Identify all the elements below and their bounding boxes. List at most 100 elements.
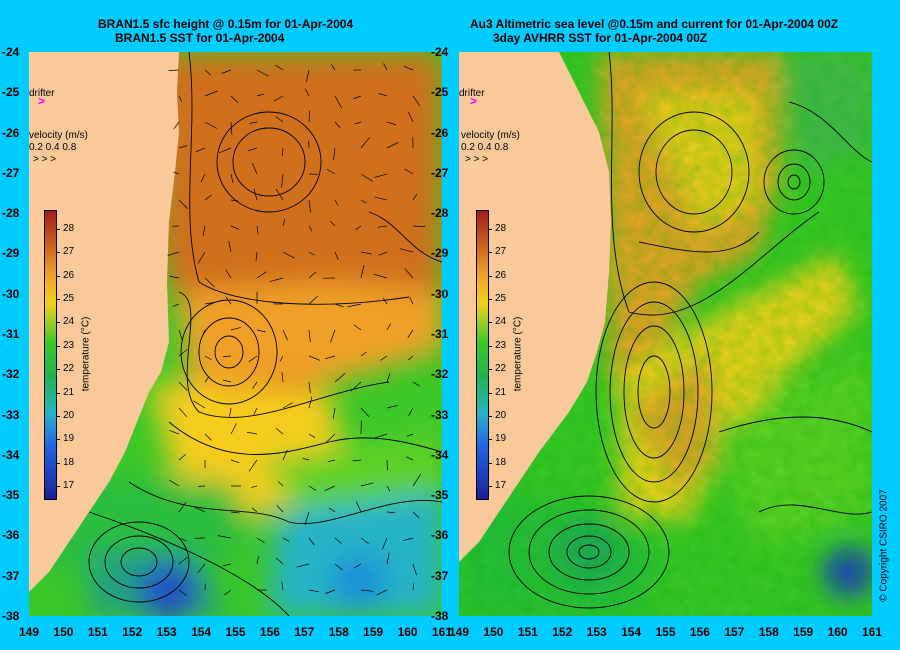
colorbar-tick: 23: [63, 339, 75, 351]
latitude-tick: -36: [2, 528, 20, 543]
colorbar-tick-mark: [56, 462, 60, 464]
latitude-tick: -33: [431, 407, 449, 422]
velocity-arrow: [225, 269, 232, 279]
velocity-arrow: [169, 276, 180, 279]
velocity-arrow: [334, 372, 346, 383]
australia-landmass: [459, 52, 611, 562]
velocity-arrow: [412, 225, 426, 227]
velocity-arrow: [168, 430, 180, 435]
velocity-arrow: [308, 396, 313, 409]
longitude-tick: 150: [53, 625, 74, 639]
velocity-arrow: [230, 95, 239, 103]
velocity-arrow: [252, 381, 258, 389]
longitude-tick: 150: [483, 625, 504, 639]
velocity-arrow: [360, 589, 374, 592]
latitude-tick: -38: [2, 609, 20, 623]
velocity-arrow: [302, 458, 310, 461]
latitude-tick: -28: [2, 206, 20, 221]
velocity-arrow: [353, 95, 362, 99]
latitude-tick: -33: [2, 407, 20, 422]
velocity-arrow: [360, 351, 367, 357]
velocity-arrow: [376, 589, 388, 596]
velocity-arrow: [282, 219, 286, 227]
velocity-arrows-right: > > >: [465, 154, 489, 165]
velocity-arrow: [308, 589, 319, 593]
velocity-arrow: [282, 329, 288, 341]
velocity-arrow: [282, 251, 295, 259]
colorbar-tick: 20: [495, 410, 507, 422]
colorbar-tick: 19: [63, 433, 75, 445]
velocity-arrow: [412, 381, 420, 387]
colorbar-tick-mark: [488, 252, 492, 254]
velocity-arrow: [386, 485, 391, 492]
colorbar-tick: 19: [495, 433, 507, 445]
copyright: © Copyright CSIRO 2007: [878, 489, 890, 602]
velocity-arrow: [308, 199, 311, 213]
velocity-arrow: [331, 64, 336, 71]
longitude-tick: 161: [431, 625, 453, 639]
velocity-arrow: [324, 485, 336, 491]
velocity-arrows: [167, 63, 426, 597]
colorbar-tick-mark: [56, 228, 60, 230]
velocity-arrow: [256, 69, 269, 77]
colorbar-tick-mark: [56, 298, 60, 300]
colorbar-tick: 24: [63, 316, 75, 328]
longitude-tick: 151: [517, 625, 538, 639]
velocity-arrow: [275, 557, 284, 565]
colorbar-tick: 26: [63, 269, 75, 281]
colorbar-label: temperature (°C): [512, 316, 524, 392]
velocity-arrow: [275, 116, 284, 123]
velocity-arrow: [374, 433, 388, 439]
velocity-arrow: [219, 147, 232, 154]
velocity-arrow: [274, 64, 284, 71]
velocity-values-right: 0.2 0.4 0.8: [461, 142, 509, 153]
velocity-arrow: [386, 373, 391, 383]
velocity-arrow: [412, 583, 415, 591]
colorbar-tick-mark: [56, 416, 60, 418]
velocity-arrow: [168, 69, 180, 71]
velocity-arrow: [204, 121, 217, 129]
left-map-panel: [29, 52, 442, 616]
velocity-title-left: velocity (m/s): [29, 130, 88, 141]
velocity-arrow: [273, 95, 284, 102]
left-map-svg: [29, 52, 442, 616]
colorbar-right: 28 27 26 25 24 23 22 21 20 19 18 17 temperature (°C…: [476, 210, 556, 510]
latitude-tick: -24: [431, 45, 449, 59]
velocity-arrow: [279, 355, 284, 362]
colorbar-tick-mark: [56, 252, 60, 254]
velocity-arrow: [308, 355, 321, 361]
colorbar-tick-mark: [56, 439, 60, 441]
longitude-tick: 151: [87, 625, 108, 639]
velocity-arrow: [377, 225, 388, 228]
colorbar-tick-mark: [488, 322, 492, 324]
colorbar-tick-mark: [488, 228, 492, 230]
longitude-tick: 152: [552, 625, 573, 639]
velocity-arrow: [404, 168, 414, 175]
velocity-arrow: [204, 194, 212, 201]
velocity-arrow: [204, 90, 218, 97]
velocity-arrow: [178, 145, 188, 149]
velocity-arrow: [178, 537, 187, 542]
colorbar-tick: 20: [63, 410, 75, 422]
right-map-svg: [459, 52, 872, 616]
velocity-arrow: [282, 449, 288, 461]
left-title-line2: BRAN1.5 SST for 01-Apr-2004: [115, 31, 285, 45]
velocity-arrow: [308, 110, 310, 123]
latitude-tick: -38: [431, 609, 449, 623]
latitude-tick: -27: [431, 165, 449, 180]
colorbar-tick: 22: [63, 363, 75, 375]
velocity-arrow: [281, 147, 284, 156]
velocity-arrow: [400, 248, 414, 253]
velocity-arrow: [406, 433, 414, 437]
colorbar-tick: 17: [63, 480, 75, 492]
velocity-arrow: [275, 188, 284, 201]
velocity-arrow: [230, 327, 241, 331]
colorbar-tick-mark: [56, 322, 60, 324]
velocity-arrow: [269, 277, 284, 282]
velocity-arrow: [324, 355, 336, 360]
velocity-arrow: [408, 407, 414, 416]
velocity-arrow: [360, 482, 374, 487]
velocity-arrow: [409, 297, 414, 305]
sea-level-contours: [508, 52, 872, 609]
velocity-arrow: [178, 199, 188, 209]
